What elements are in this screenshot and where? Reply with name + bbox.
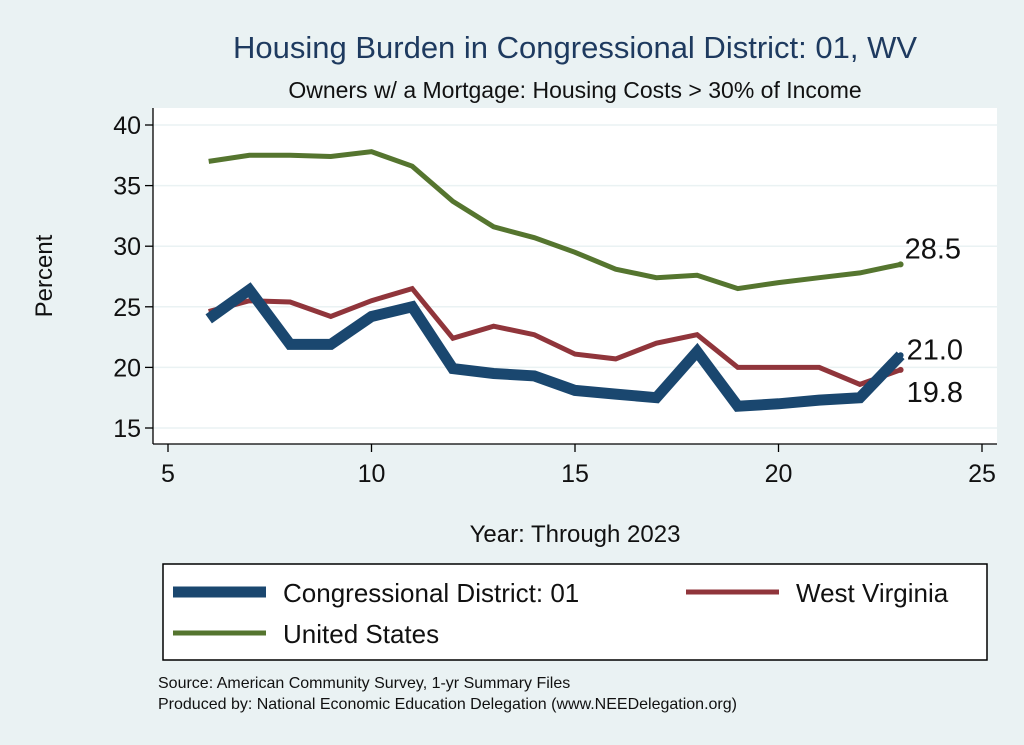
source-line-1: Source: American Community Survey, 1-yr … <box>158 675 570 692</box>
series-line-2 <box>208 149 902 292</box>
legend-label-1: West Virginia <box>796 578 949 608</box>
y-tick-label: 20 <box>113 354 141 382</box>
x-tick-label: 10 <box>358 460 386 488</box>
legend-label-0: Congressional District: 01 <box>283 578 579 608</box>
end-labels: 21.0 19.8 28.5 <box>905 233 963 408</box>
series-line-0 <box>205 282 905 412</box>
end-label-1: 19.8 <box>907 377 963 409</box>
y-axis-label: Percent <box>31 234 58 317</box>
series-end-point-0 <box>897 352 904 359</box>
y-tick-label: 25 <box>113 294 141 322</box>
end-label-0: 21.0 <box>907 334 963 366</box>
legend-label-2: United States <box>283 619 439 649</box>
chart-subtitle: Owners w/ a Mortgage: Housing Costs > 30… <box>288 77 861 103</box>
x-axis-label: Year: Through 2023 <box>470 521 681 548</box>
series-lines <box>205 149 905 412</box>
source-line-2: Produced by: National Economic Education… <box>158 696 737 713</box>
x-tick-label: 25 <box>968 460 996 488</box>
end-label-2: 28.5 <box>905 233 961 265</box>
x-tick-label: 15 <box>561 460 589 488</box>
x-tick-label: 20 <box>765 460 793 488</box>
y-tick-label: 15 <box>113 415 141 443</box>
series-line-1 <box>208 285 902 388</box>
y-tick-label: 35 <box>113 173 141 201</box>
legend: Congressional District: 01 West Virginia U… <box>173 578 949 649</box>
y-tick-label: 40 <box>113 112 141 140</box>
series-end-point-2 <box>897 261 904 268</box>
y-tick-label: 30 <box>113 233 141 261</box>
axes: 15 20 25 30 35 40 5 10 15 20 25 <box>113 108 997 488</box>
legend-box <box>162 563 988 661</box>
series-end-point-1 <box>897 366 904 373</box>
x-tick-label: 5 <box>161 460 175 488</box>
chart-title: Housing Burden in Congressional District… <box>233 30 917 65</box>
grid-lines <box>153 124 997 429</box>
